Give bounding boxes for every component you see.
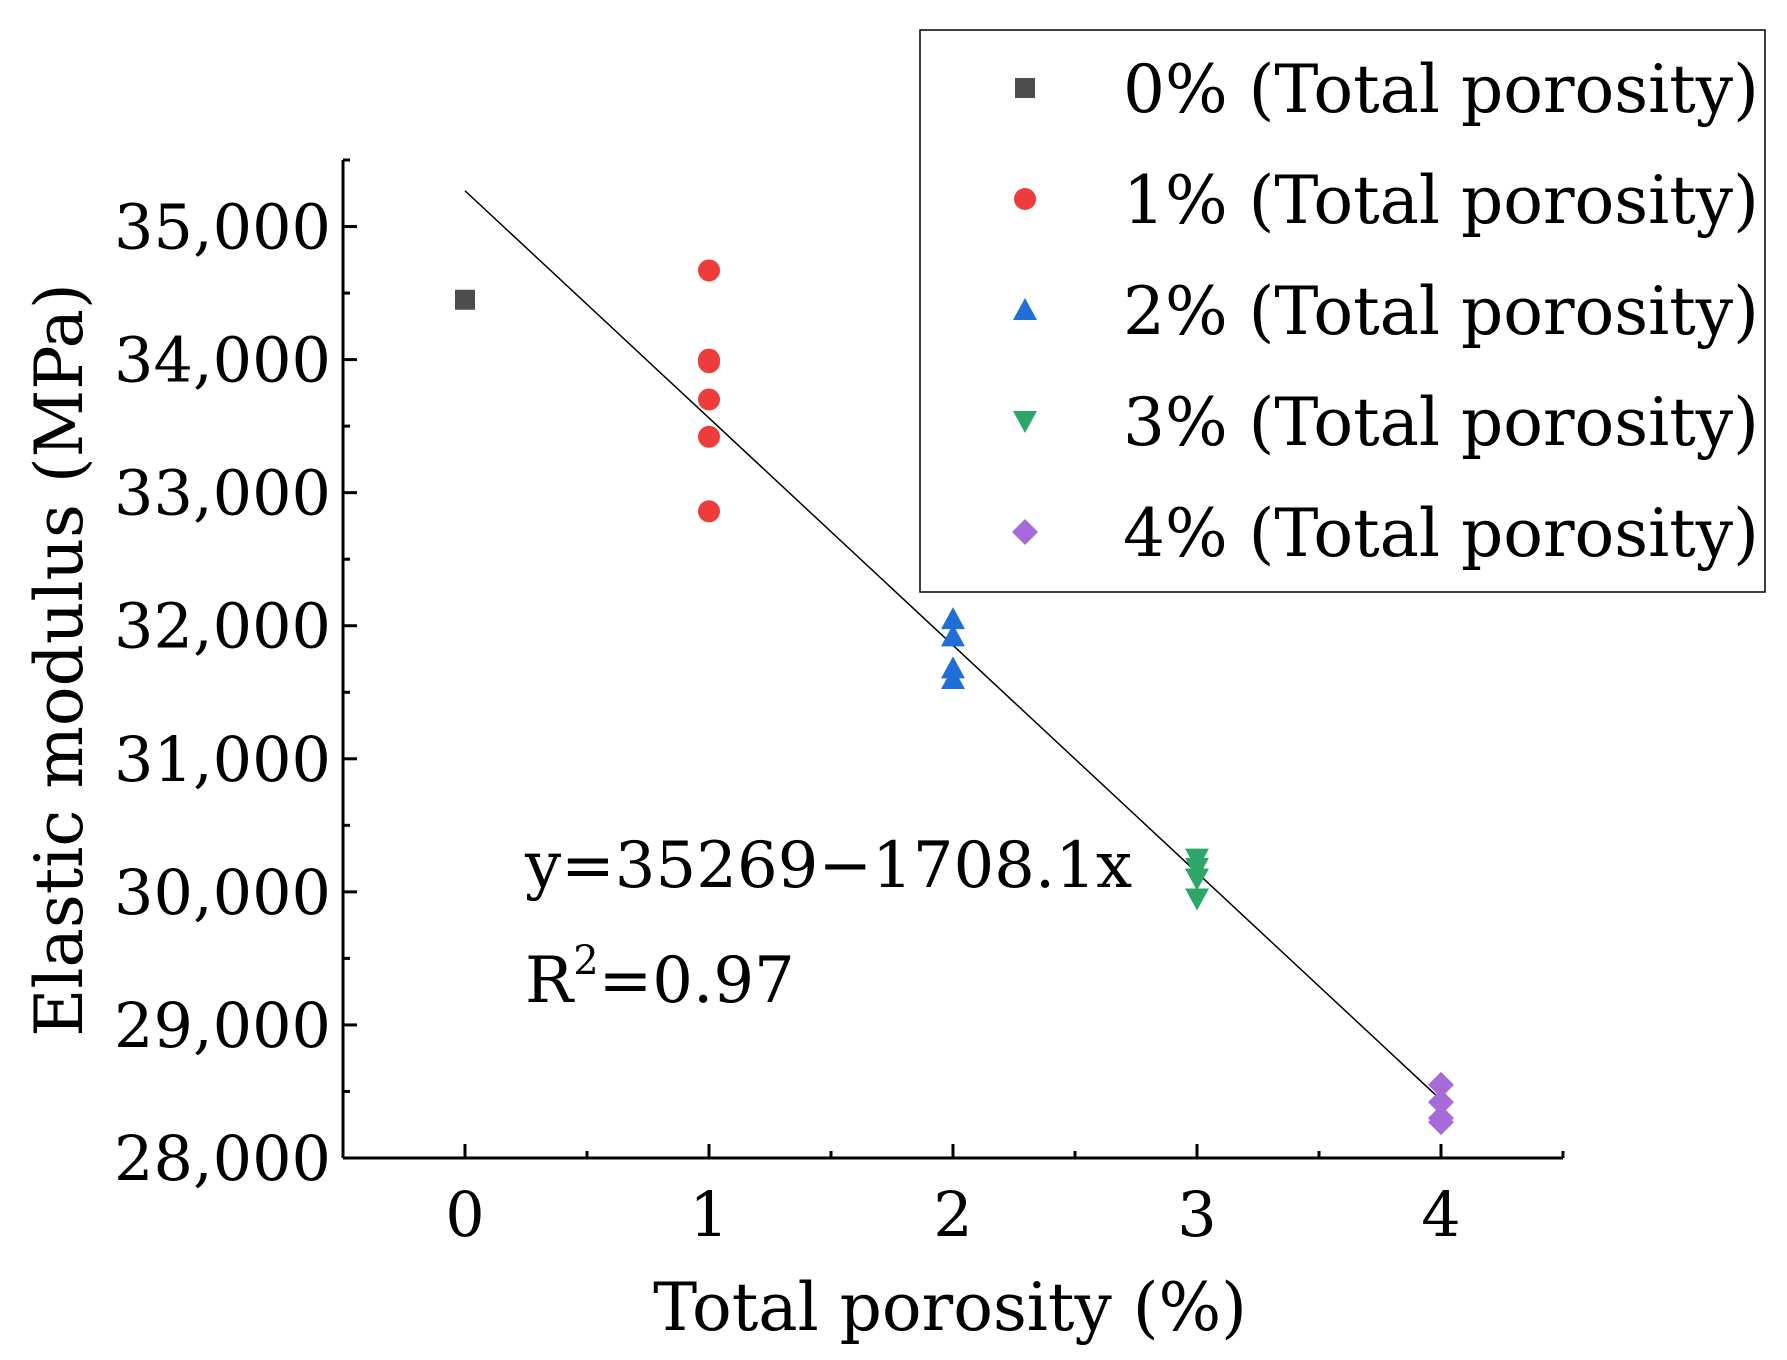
x-tick-label: 2 [933, 1178, 972, 1251]
y-tick-label: 29,000 [114, 989, 331, 1062]
data-point-triangle-up [941, 607, 965, 630]
fit-equation-suffix: 1708.1x [872, 829, 1132, 903]
legend-frame [919, 29, 1766, 593]
fit-equation: y=35269−1708.1x [524, 829, 1132, 903]
data-point-diamond [1428, 1071, 1454, 1098]
series-3 [1185, 848, 1209, 911]
data-point-triangle-down [1185, 888, 1209, 911]
data-point-circle [698, 500, 720, 523]
legend-marker-square [1015, 78, 1035, 98]
axes: 0 1 2 3 4 28,000 29,000 30,000 31,000 32,000 33,00… [114, 158, 1565, 1251]
legend-label: 1% (Total porosity) [1123, 162, 1759, 239]
y-axis-title: Elastic modulus (MPa) [21, 283, 98, 1037]
y-tick-label: 30,000 [114, 856, 331, 929]
data-point-diamond [1428, 1089, 1454, 1116]
legend-marker-circle [1014, 188, 1036, 210]
data-point-triangle-up [941, 666, 965, 689]
fit-equation-prefix: y=35269 [524, 829, 818, 903]
legend-label: 0% (Total porosity) [1123, 51, 1759, 128]
x-tick-label: 3 [1177, 1178, 1216, 1251]
legend-marker-triangle-down [1013, 411, 1037, 433]
legend-label: 3% (Total porosity) [1123, 384, 1759, 461]
y-tick-label: 34,000 [114, 324, 331, 397]
series-0 [455, 289, 475, 310]
data-point-diamond [1428, 1109, 1454, 1136]
series-1 [698, 259, 720, 523]
data-points-layer [455, 259, 1454, 1136]
x-axis-title: Total porosity (%) [653, 1269, 1247, 1346]
series-2 [941, 607, 965, 689]
legend-marker-diamond [1012, 519, 1038, 545]
x-tick-label: 4 [1421, 1178, 1460, 1251]
series-4 [1428, 1071, 1454, 1136]
legend: 0% (Total porosity) 1% (Total porosity) 2%… [919, 29, 1766, 593]
y-tick-label: 35,000 [114, 191, 331, 264]
legend-label: 2% (Total porosity) [1123, 273, 1759, 350]
data-point-triangle-up [941, 624, 965, 647]
data-point-circle [698, 259, 720, 282]
data-point-circle [698, 425, 720, 448]
x-tick-label: 0 [445, 1178, 484, 1251]
data-point-circle [698, 388, 720, 411]
legend-label: 4% (Total porosity) [1123, 495, 1759, 572]
data-point-square [455, 289, 475, 310]
y-tick-label: 33,000 [114, 457, 331, 530]
fit-equation-minus: − [818, 829, 872, 903]
r-squared-value: =0.97 [599, 944, 795, 1018]
data-point-triangle-down [1185, 868, 1209, 891]
y-tick-label: 28,000 [114, 1122, 331, 1195]
y-tick-label: 31,000 [114, 723, 331, 796]
data-point-circle [698, 351, 720, 374]
r-squared-exponent: 2 [573, 938, 598, 984]
legend-marker-triangle-up [1013, 298, 1037, 320]
y-tick-label: 32,000 [114, 590, 331, 663]
r-squared: R2=0.97 [525, 938, 795, 1018]
x-tick-label: 1 [689, 1178, 728, 1251]
r-squared-base: R [525, 944, 575, 1018]
